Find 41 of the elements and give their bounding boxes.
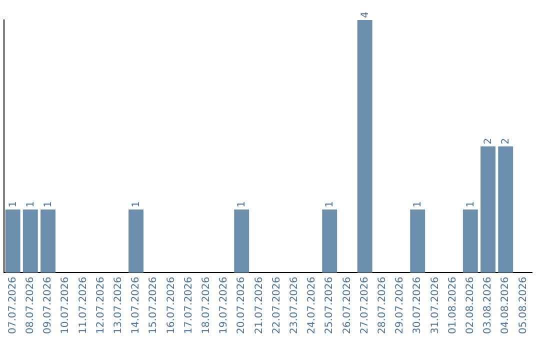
x-tick-label: 10.07.2026	[60, 276, 72, 334]
data-label: 4	[360, 12, 371, 18]
x-tick-label: 19.07.2026	[218, 276, 230, 334]
x-tick-label: 17.07.2026	[183, 276, 194, 334]
x-tick-label: 13.07.2026	[112, 276, 124, 334]
x-tick-label: 07.07.2026	[7, 276, 18, 334]
data-label: 1	[25, 201, 36, 208]
x-tick-label: 11.07.2026	[78, 276, 89, 334]
x-tick-label: 29.07.2026	[394, 276, 406, 334]
x-tick-label: 04.08.2026	[500, 276, 512, 334]
data-label: 1	[131, 201, 142, 208]
data-label: 1	[8, 201, 19, 208]
x-tick-label: 31.07.2026	[430, 276, 441, 334]
x-tick-label: 05.08.2026	[518, 276, 529, 334]
x-tick-label: 01.08.2026	[447, 276, 458, 334]
x-tick-label: 14.07.2026	[130, 276, 142, 334]
data-label: 1	[236, 201, 248, 208]
x-tick-label: 22.07.2026	[271, 276, 282, 334]
x-tick-label: 09.07.2026	[42, 276, 54, 334]
data-label: 2	[483, 138, 494, 144]
x-tick-label: 02.08.2026	[464, 276, 476, 334]
x-tick-label: 26.07.2026	[342, 276, 353, 334]
x-tick-label: 08.07.2026	[24, 276, 36, 334]
x-tick-label: 30.07.2026	[412, 276, 424, 334]
x-tick-label: 12.07.2026	[95, 276, 106, 334]
x-tick-label: 25.07.2026	[324, 276, 336, 334]
x-tick-label: 24.07.2026	[306, 276, 318, 334]
x-tick-label: 20.07.2026	[236, 276, 248, 334]
data-label: 2	[500, 138, 512, 144]
x-tick-label: 27.07.2026	[359, 276, 370, 334]
data-label: 1	[43, 201, 54, 208]
x-tick-label: 03.08.2026	[482, 276, 494, 334]
data-label: 1	[412, 201, 424, 208]
x-tick-label: 15.07.2026	[148, 276, 160, 334]
x-tick-label: 21.07.2026	[254, 276, 265, 334]
x-tick-label: 23.07.2026	[288, 276, 300, 334]
data-label: 1	[324, 201, 336, 208]
data-label: 1	[465, 201, 476, 208]
x-tick-label: 28.07.2026	[376, 276, 388, 334]
x-tick-label: 16.07.2026	[166, 276, 177, 334]
x-tick-label: 18.07.2026	[200, 276, 212, 334]
